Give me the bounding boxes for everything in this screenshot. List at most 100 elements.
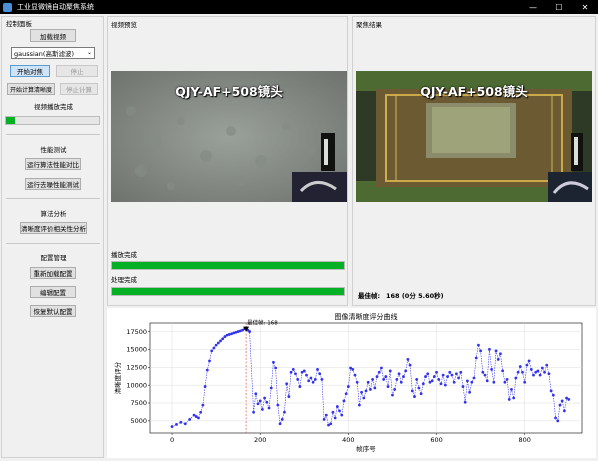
data-point (558, 403, 562, 407)
stop-calc-button[interactable]: 停止计算 (60, 83, 98, 95)
data-point (294, 372, 297, 376)
data-point (465, 379, 469, 383)
data-point (373, 386, 377, 390)
data-point (494, 349, 498, 353)
window-controls: — ☐ ✕ (520, 0, 598, 14)
start-clarity-button[interactable]: 开始计算清晰度 (7, 83, 55, 95)
y-axis-label: 清晰度评分 (113, 361, 122, 394)
x-tick-label: 800 (518, 436, 530, 444)
data-point (421, 382, 425, 386)
best-frame-label: 最佳帧: (358, 292, 381, 300)
data-point (463, 400, 467, 404)
data-point (507, 398, 511, 401)
data-point (360, 390, 363, 394)
clarity-analysis-button[interactable]: 清晰度评价相关性分析 (20, 222, 87, 234)
data-point (505, 378, 509, 381)
data-point (338, 409, 341, 413)
data-point (223, 335, 227, 338)
app-icon (3, 2, 12, 12)
data-point (241, 328, 244, 332)
data-point (536, 369, 540, 373)
data-point (333, 416, 337, 420)
data-point (382, 378, 386, 381)
minimize-button[interactable]: — (529, 2, 537, 12)
data-point (278, 422, 282, 426)
clarity-chart-panel: 图像清晰度评分曲线 0 200 400 600 800 5000 7500 10000 1250… (107, 308, 596, 458)
data-point (272, 360, 275, 364)
data-point (448, 370, 452, 374)
run-perf-compare-button[interactable]: 运行算法性能对比 (25, 158, 81, 170)
process-progress-bar (111, 287, 345, 296)
data-point (538, 373, 542, 377)
data-point (201, 403, 205, 407)
data-point (468, 390, 471, 394)
data-point (335, 405, 339, 408)
stop-button[interactable]: 停止 (56, 65, 98, 77)
data-point (212, 346, 216, 350)
data-point (285, 382, 289, 386)
control-panel: 控制面板 加载视频 gaussian(高斯滤波) ⌄ 开始对焦 停止 开始计算清… (1, 16, 104, 458)
data-point (474, 356, 478, 360)
data-point (302, 369, 306, 373)
data-point (364, 389, 368, 393)
data-point (490, 368, 494, 371)
data-point (450, 373, 454, 377)
data-point (203, 385, 207, 388)
restore-default-button[interactable]: 恢复默认配置 (30, 305, 76, 317)
data-point (523, 380, 527, 384)
data-point (261, 408, 264, 411)
data-point (472, 376, 476, 380)
edit-config-button[interactable]: 编辑配置 (30, 286, 76, 298)
data-point (512, 396, 516, 400)
data-point (276, 403, 280, 407)
data-point (419, 392, 423, 396)
data-point (485, 379, 489, 383)
load-video-button[interactable]: 加载视频 (30, 29, 76, 42)
data-point (197, 416, 200, 420)
data-point (516, 370, 520, 374)
data-point (280, 418, 284, 421)
video-frame: QJY-AF+508镜头 (111, 71, 347, 202)
data-point (362, 396, 366, 400)
data-point (188, 418, 192, 421)
best-frame-marker (243, 326, 250, 332)
data-point (214, 343, 218, 347)
data-point (461, 385, 465, 388)
data-point (435, 370, 438, 374)
data-point (234, 330, 238, 334)
perf-test-title: 性能测试 (40, 146, 67, 154)
data-point (532, 373, 535, 377)
focus-overlay-text: QJY-AF+508镜头 (420, 84, 528, 99)
separator (6, 198, 100, 199)
plot-frame (149, 322, 583, 434)
y-tick-label: 17500 (126, 328, 147, 336)
window-title: 工业显微镜自动聚焦系统 (17, 3, 94, 11)
data-point (318, 372, 322, 376)
y-tick-label: 15000 (126, 346, 147, 354)
maximize-button[interactable]: ☐ (555, 2, 563, 12)
data-point (248, 330, 252, 333)
reload-config-button[interactable]: 重新加载配置 (30, 267, 76, 279)
data-point (344, 392, 348, 396)
data-point (470, 380, 474, 384)
run-denoise-test-button[interactable]: 运行去噪性能测试 (25, 178, 81, 190)
focus-frame-image (356, 71, 592, 202)
data-point (417, 386, 421, 390)
data-point (194, 415, 198, 418)
algorithm-select[interactable]: gaussian(高斯滤波) ⌄ (11, 47, 95, 59)
data-point (439, 382, 443, 386)
title-bar: 工业显微镜自动聚焦系统 — ☐ ✕ (0, 0, 598, 14)
data-point (219, 339, 222, 343)
analysis-title: 算法分析 (40, 210, 67, 218)
start-focus-button[interactable]: 开始对焦 (10, 65, 50, 77)
data-point (267, 406, 271, 410)
close-button[interactable]: ✕ (581, 2, 589, 12)
data-point (560, 399, 564, 403)
data-point (437, 378, 441, 381)
data-point (554, 416, 557, 420)
data-point (298, 385, 302, 388)
data-point (346, 385, 350, 388)
data-point (459, 370, 463, 374)
best-frame-value: 168 (0分 5.60秒) (386, 292, 444, 300)
data-point (525, 363, 529, 367)
